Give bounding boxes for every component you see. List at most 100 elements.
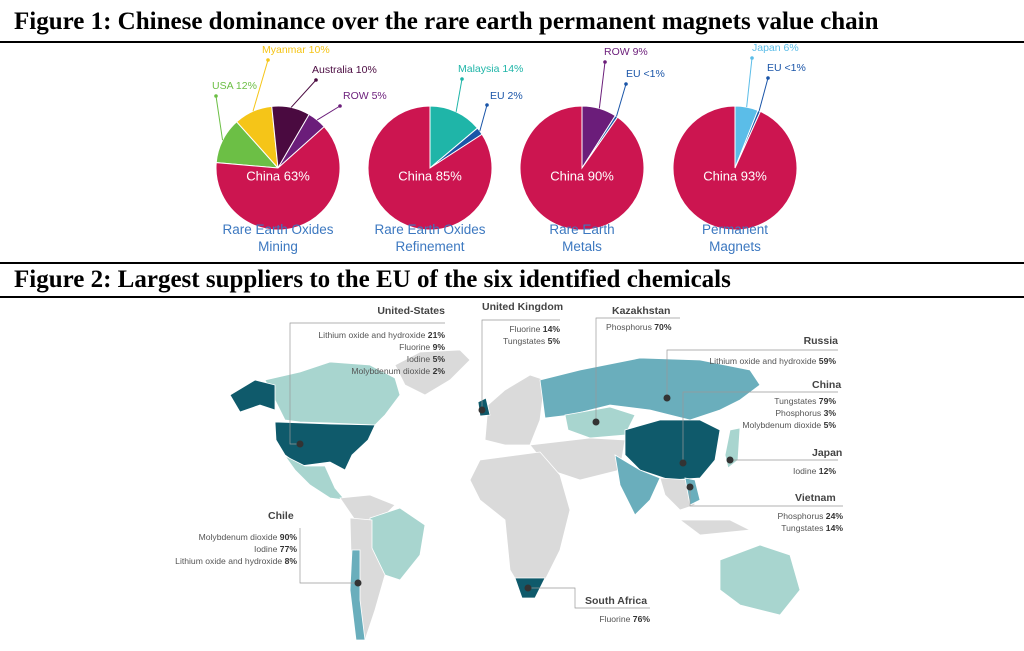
supply-share: 90% xyxy=(279,532,297,542)
pie-label-row: ROW 9% xyxy=(604,46,648,58)
china xyxy=(624,419,721,481)
pie-label-eu: EU <1% xyxy=(767,62,806,74)
supply-item: Molybdenum dioxide 2% xyxy=(351,365,445,377)
pie-leader-dot xyxy=(750,56,754,60)
pie-caption: Rare Earth Oxides xyxy=(222,222,334,237)
pie-leader-dot xyxy=(766,76,770,80)
pie-label-eu: EU <1% xyxy=(626,68,665,80)
russia xyxy=(539,357,761,421)
pie-caption: Refinement xyxy=(395,239,465,254)
chemical-name: Tungstates xyxy=(781,523,824,533)
chemical-name: Fluorine xyxy=(399,342,431,352)
pie-label-eu: EU 2% xyxy=(490,90,523,102)
country-label-uk: United Kingdom xyxy=(482,301,564,313)
country-label-vn: Vietnam xyxy=(795,492,836,504)
pie-caption: Rare Earth Oxides xyxy=(374,222,486,237)
supply-share: 8% xyxy=(284,556,297,566)
chemical-name: Lithium oxide and hydroxide xyxy=(709,356,817,366)
pie-label-china: China 63% xyxy=(246,168,310,184)
supply-share: 5% xyxy=(432,354,445,364)
callout-lines xyxy=(289,317,843,609)
pie-label-usa: USA 12% xyxy=(212,80,257,92)
supply-share: 5% xyxy=(823,420,836,430)
pie-leader-dot xyxy=(314,78,318,82)
supply-share: 12% xyxy=(818,466,836,476)
country-label-jp: Japan xyxy=(812,447,843,459)
pie-label-australia: Australia 10% xyxy=(312,64,377,76)
supply-share: 79% xyxy=(818,396,836,406)
pie-caption: Metals xyxy=(562,239,602,254)
uk xyxy=(477,397,491,417)
pie-slice-china xyxy=(367,105,493,231)
supply-item: Phosphorus 3% xyxy=(775,407,836,419)
divider xyxy=(0,262,1024,264)
chemical-name: Molybdenum dioxide xyxy=(742,420,822,430)
pie-slice-china xyxy=(672,105,798,231)
chemical-name: Tungstates xyxy=(502,336,546,346)
pie-label-japan: Japan 6% xyxy=(752,42,799,54)
pie-label-malaysia: Malaysia 14% xyxy=(458,63,524,75)
pie-leader-line xyxy=(316,105,341,121)
location-dots xyxy=(296,394,734,592)
greenland xyxy=(394,349,471,396)
divider xyxy=(0,296,1024,298)
chemical-name: Phosphorus xyxy=(775,408,822,418)
pie-label-myanmar: Myanmar 10% xyxy=(262,44,330,56)
supply-item: Phosphorus 70% xyxy=(606,321,671,333)
usa xyxy=(274,421,376,471)
pie-caption: Rare Earth xyxy=(549,222,615,237)
pie-leader-line xyxy=(455,78,463,112)
pie-leader-line xyxy=(615,83,627,117)
australia xyxy=(719,544,801,616)
supply-item: Iodine 77% xyxy=(254,543,297,555)
supply-share: 14% xyxy=(825,523,843,533)
pie-caption: Magnets xyxy=(709,239,761,254)
canada xyxy=(264,361,401,426)
supply-item: Tungstates 79% xyxy=(774,395,836,407)
pie-slice-china xyxy=(215,125,341,231)
supply-item: Tungstates 14% xyxy=(781,522,843,534)
chemical-name: Iodine xyxy=(406,354,431,364)
supply-item: Iodine 12% xyxy=(793,465,836,477)
europe xyxy=(484,374,546,446)
country-label-za: South Africa xyxy=(585,595,648,607)
pie-leader-dot xyxy=(603,60,607,64)
supply-share: 70% xyxy=(654,322,672,332)
pie-leader-line xyxy=(252,59,269,112)
pie-leader-line xyxy=(746,57,753,108)
pie-leader-line xyxy=(758,77,769,112)
supply-item: Fluorine 76% xyxy=(599,613,650,625)
indonesia xyxy=(678,519,752,536)
pie-leader-line xyxy=(215,95,224,141)
supply-share: 59% xyxy=(818,356,836,366)
supply-share: 9% xyxy=(432,342,445,352)
chemical-name: Iodine xyxy=(792,466,817,476)
alaska xyxy=(229,379,276,413)
figure1-title: Figure 1: Chinese dominance over the rar… xyxy=(14,8,879,35)
chemical-name: Lithium oxide and hydroxide xyxy=(318,330,426,340)
supply-item: Iodine 5% xyxy=(407,353,445,365)
pie-slice-malaysia xyxy=(429,105,479,170)
country-label-ru: Russia xyxy=(803,335,838,347)
chemical-name: Tungstates xyxy=(774,396,817,406)
figure2-title: Figure 2: Largest suppliers to the EU of… xyxy=(14,266,731,293)
pie-leader-dot xyxy=(624,82,628,86)
pie-label-china: China 85% xyxy=(398,168,462,184)
pie-leader-dot xyxy=(338,104,342,108)
supply-item: Molybdenum dioxide 5% xyxy=(742,419,836,431)
supply-item: Lithium oxide and hydroxide 59% xyxy=(709,355,836,367)
pie-leader-line xyxy=(290,79,317,108)
chemical-name: Phosphorus xyxy=(777,511,824,521)
chemical-name: Molybdenum dioxide xyxy=(198,532,278,542)
pie-caption: Mining xyxy=(258,239,298,254)
figure1-pie-charts xyxy=(214,56,798,231)
pie-label-china: China 93% xyxy=(703,168,767,184)
pie-leader-dot xyxy=(485,103,489,107)
pie-leader-line xyxy=(479,104,488,132)
supply-share: 24% xyxy=(825,511,843,521)
supply-item: Tungstates 5% xyxy=(503,335,560,347)
chile xyxy=(349,549,366,641)
supply-share: 5% xyxy=(547,336,560,346)
